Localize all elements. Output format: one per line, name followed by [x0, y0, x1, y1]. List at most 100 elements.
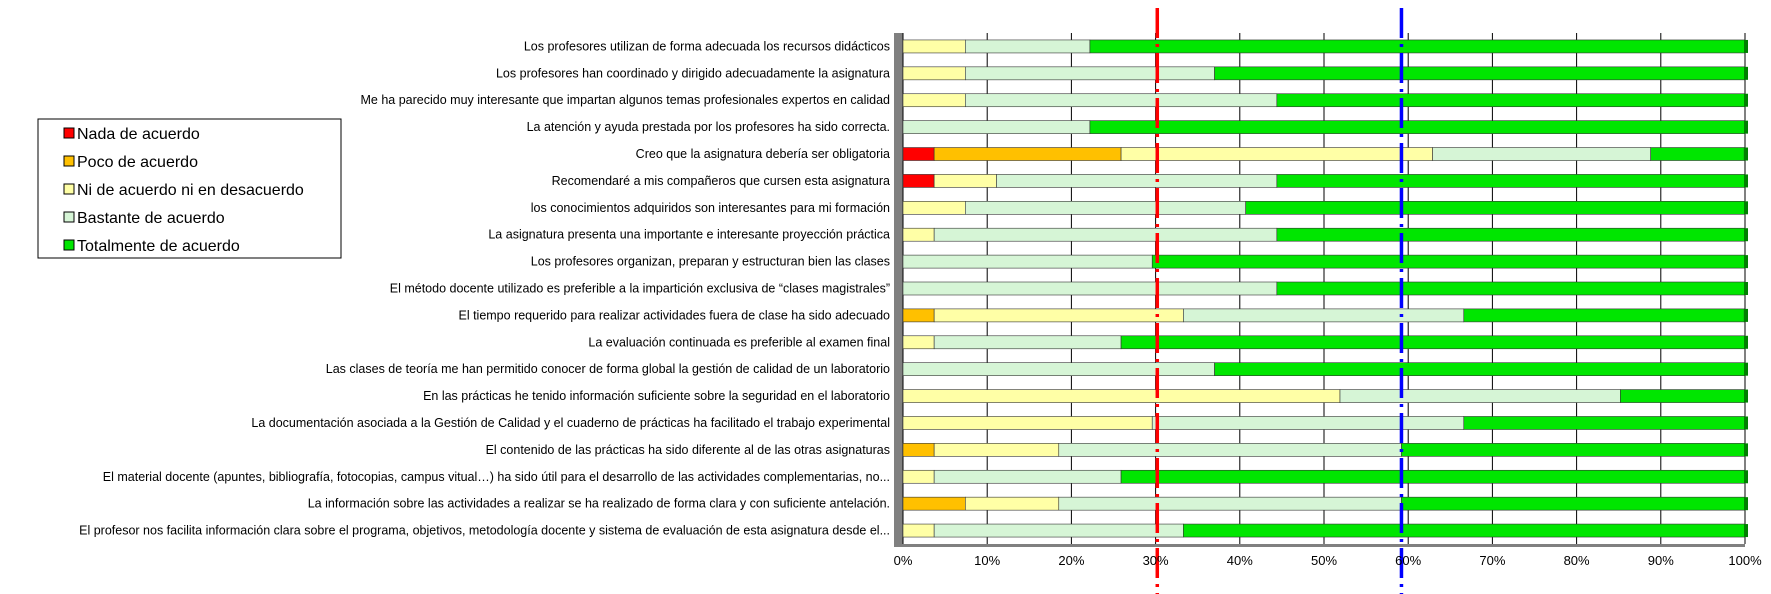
bar-segment: [1401, 443, 1746, 457]
x-tick-label: 70%: [1479, 553, 1505, 568]
bar-segment: [1620, 389, 1746, 403]
legend-entry[interactable]: Bastante de acuerdo: [77, 210, 225, 227]
bar-segment: [902, 93, 966, 108]
bar-segment: [933, 469, 1122, 484]
bar-end-cap: [1744, 66, 1748, 80]
x-tick-label: 10%: [974, 553, 1000, 568]
bar-end-cap: [1744, 470, 1748, 484]
bar-segment: [1089, 120, 1746, 134]
bar-segment: [1276, 93, 1746, 108]
x-tick-label: 30%: [1143, 553, 1169, 568]
legend-swatch: [63, 155, 75, 167]
bar-segment: [902, 443, 935, 457]
legend-swatch: [63, 127, 75, 139]
bar-segment: [1245, 201, 1746, 215]
bar-segment: [902, 201, 966, 215]
bar-segment: [1339, 389, 1621, 403]
category-label: El profesor nos facilita información cla…: [79, 524, 890, 538]
bar-end-cap: [1744, 524, 1748, 538]
bar-end-cap: [1744, 362, 1748, 376]
plot-area: [894, 8, 1748, 594]
x-tick-label: 60%: [1395, 553, 1421, 568]
category-label: Los profesores utilizan de forma adecuad…: [524, 39, 890, 53]
bar-segment: [902, 281, 1278, 296]
x-tick-label: 100%: [1728, 553, 1762, 568]
bar-segment: [965, 201, 1246, 215]
legend-entry[interactable]: Ni de acuerdo ni en desacuerdo: [77, 182, 304, 199]
bar-segment: [965, 39, 1091, 54]
x-tick-label: 50%: [1311, 553, 1337, 568]
category-label: El contenido de las prácticas ha sido di…: [486, 443, 890, 457]
x-tick-label: 40%: [1227, 553, 1253, 568]
legend-entry[interactable]: Poco de acuerdo: [77, 154, 198, 171]
category-label: El material docente (apuntes, bibliograf…: [103, 470, 890, 484]
legend[interactable]: Nada de acuerdo Poco de acuerdo Ni de acue…: [37, 118, 342, 259]
legend-swatch: [63, 239, 75, 251]
bar-segment: [1058, 496, 1402, 511]
bar-end-cap: [1744, 201, 1748, 215]
bar-end-cap: [1744, 443, 1748, 457]
category-label: Los profesores han coordinado y dirigido…: [496, 66, 890, 80]
category-label: En las prácticas he tenido información s…: [423, 389, 890, 403]
bar-segment: [1214, 66, 1746, 81]
category-label: La atención y ayuda prestada por los pro…: [527, 120, 890, 134]
bar-segment: [933, 308, 1184, 323]
x-axis: 0% 10% 20% 30% 40% 50% 60% 70% 80% 90% 100%: [894, 553, 1762, 568]
axis-floor: [894, 544, 1745, 547]
bar-end-cap: [1744, 255, 1748, 269]
bar-segment: [902, 335, 935, 350]
bar-end-cap: [1744, 335, 1748, 349]
bar-segment: [933, 174, 997, 188]
bar-end-cap: [1744, 120, 1748, 134]
category-label: Recomendaré a mis compañeros que cursen …: [552, 174, 890, 188]
bar-segment: [965, 66, 1215, 81]
bar-end-cap: [1744, 147, 1748, 161]
bar-end-cap: [1744, 228, 1748, 242]
category-label: Los profesores organizan, preparan y est…: [531, 255, 890, 269]
bar-segment: [902, 308, 935, 323]
category-label: Las clases de teoría me han permitido co…: [326, 362, 890, 376]
bar-segment: [1151, 254, 1746, 269]
bar-segment: [1276, 227, 1746, 242]
bar-segment: [1432, 147, 1651, 161]
bar-segment: [902, 147, 935, 161]
bar-segment: [902, 120, 1091, 134]
bar-end-cap: [1744, 39, 1748, 53]
bar-segment: [1401, 496, 1746, 511]
legend-entry[interactable]: Nada de acuerdo: [77, 126, 200, 143]
bar-segment: [902, 496, 966, 511]
x-tick-label: 0%: [894, 553, 913, 568]
bar-segment: [1214, 362, 1746, 376]
category-label: La evaluación continuada es preferible a…: [588, 335, 890, 349]
bar-segment: [1120, 147, 1433, 161]
bar-segment: [1650, 147, 1745, 161]
bar-segment: [933, 335, 1122, 350]
x-tick-label: 20%: [1058, 553, 1084, 568]
x-tick-label: 80%: [1564, 553, 1590, 568]
category-label: los conocimientos adquiridos son interes…: [531, 201, 890, 215]
legend-swatch: [63, 183, 75, 195]
bar-segment: [902, 66, 966, 81]
legend-entry[interactable]: Totalmente de acuerdo: [77, 238, 240, 255]
bar-segment: [902, 389, 1341, 403]
category-label: Me ha parecido muy interesante que impar…: [361, 93, 891, 107]
bar-segment: [1276, 281, 1746, 296]
bar-segment: [1276, 174, 1746, 188]
bar-end-cap: [1744, 282, 1748, 295]
bar-segment: [902, 174, 935, 188]
bar-segment: [902, 254, 1153, 269]
category-label: El tiempo requerido para realizar activi…: [458, 308, 890, 322]
bar-segment: [933, 147, 1122, 161]
bar-segment: [1120, 469, 1746, 484]
bar-segment: [1151, 416, 1465, 430]
bar-segment: [965, 496, 1060, 511]
bar-end-cap: [1744, 389, 1748, 403]
bar-segment: [1183, 523, 1746, 538]
category-label: El método docente utilizado es preferibl…: [390, 282, 890, 296]
bar-segment: [1058, 443, 1402, 457]
bar-end-cap: [1744, 174, 1748, 188]
bar-segment: [902, 416, 1153, 430]
bar-segment: [902, 39, 966, 54]
bar-end-cap: [1744, 416, 1748, 430]
